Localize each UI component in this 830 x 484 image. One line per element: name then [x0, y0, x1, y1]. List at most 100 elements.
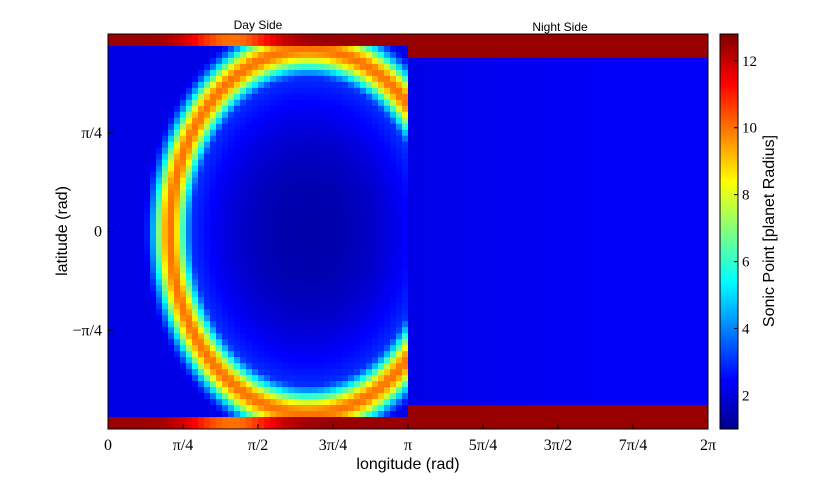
heatmap-cell: [240, 177, 247, 185]
heatmap-cell: [168, 327, 175, 334]
heatmap-cell: [420, 207, 427, 215]
heatmap-cell: [282, 261, 289, 268]
heatmap-cell: [588, 303, 595, 310]
heatmap-cell: [420, 34, 427, 41]
heatmap-cell: [150, 75, 157, 83]
heatmap-cell: [270, 159, 277, 167]
heatmap-cell: [234, 225, 241, 233]
heatmap-cell: [570, 147, 577, 155]
heatmap-cell: [372, 153, 379, 161]
heatmap-cell: [336, 237, 343, 245]
heatmap-cell: [306, 237, 313, 245]
heatmap-cell: [618, 219, 625, 227]
heatmap-cell: [222, 177, 229, 185]
heatmap-cell: [210, 315, 217, 322]
heatmap-cell: [504, 123, 511, 131]
heatmap-cell: [492, 291, 499, 298]
heatmap-cell: [360, 75, 367, 83]
heatmap-cell: [510, 45, 517, 53]
heatmap-cell: [252, 117, 259, 125]
heatmap-cell: [606, 279, 613, 286]
heatmap-cell: [270, 297, 277, 304]
heatmap-cell: [318, 315, 325, 322]
heatmap-cell: [282, 75, 289, 83]
heatmap-cell: [576, 117, 583, 125]
heatmap-cell: [168, 207, 175, 215]
heatmap-cell: [504, 219, 511, 227]
heatmap-cell: [612, 237, 619, 245]
heatmap-cell: [540, 123, 547, 131]
heatmap-cell: [558, 327, 565, 334]
heatmap-cell: [642, 34, 649, 41]
heatmap-cell: [426, 141, 433, 149]
heatmap-cell: [240, 321, 247, 328]
heatmap-cell: [546, 34, 553, 41]
heatmap-cell: [312, 129, 319, 137]
heatmap-cell: [564, 195, 571, 203]
heatmap-cell: [198, 201, 205, 209]
heatmap-cell: [642, 171, 649, 179]
heatmap-cell: [192, 135, 199, 143]
heatmap-cell: [108, 213, 115, 221]
heatmap-cell: [372, 237, 379, 245]
heatmap-cell: [264, 87, 271, 95]
heatmap-cell: [468, 327, 475, 334]
heatmap-cell: [378, 243, 385, 251]
heatmap-cell: [690, 285, 697, 292]
heatmap-cell: [414, 87, 421, 95]
heatmap-cell: [402, 213, 409, 221]
heatmap-cell: [222, 261, 229, 268]
heatmap-cell: [156, 93, 163, 101]
heatmap-cell: [636, 201, 643, 209]
heatmap-cell: [270, 303, 277, 310]
heatmap-cell: [390, 279, 397, 286]
heatmap-cell: [120, 159, 127, 167]
heatmap-cell: [552, 309, 559, 316]
heatmap-cell: [390, 285, 397, 292]
heatmap-cell: [642, 189, 649, 197]
heatmap-cell: [558, 201, 565, 209]
heatmap-cell: [384, 111, 391, 119]
heatmap-cell: [342, 63, 349, 71]
heatmap-cell: [156, 63, 163, 71]
heatmap-cell: [246, 255, 253, 263]
heatmap-cell: [636, 45, 643, 53]
heatmap-cell: [306, 141, 313, 149]
heatmap-cell: [138, 153, 145, 161]
heatmap-cell: [486, 225, 493, 233]
heatmap-cell: [144, 219, 151, 227]
heatmap-cell: [468, 171, 475, 179]
heatmap-cell: [192, 34, 199, 41]
heatmap-cell: [246, 189, 253, 197]
heatmap-cell: [120, 249, 127, 257]
heatmap-cell: [300, 195, 307, 203]
heatmap-cell: [480, 201, 487, 209]
heatmap-cell: [318, 153, 325, 161]
heatmap-cell: [402, 285, 409, 292]
heatmap-cell: [678, 261, 685, 268]
heatmap-cell: [366, 81, 373, 89]
heatmap-cell: [324, 207, 331, 215]
heatmap-cell: [318, 225, 325, 233]
heatmap-cell: [486, 267, 493, 274]
heatmap-cell: [252, 147, 259, 155]
heatmap-cell: [342, 75, 349, 83]
heatmap-cell: [522, 243, 529, 251]
heatmap-cell: [408, 327, 415, 334]
heatmap-cell: [240, 171, 247, 179]
heatmap-cell: [156, 51, 163, 59]
heatmap-cell: [702, 243, 708, 251]
heatmap-cell: [180, 93, 187, 101]
heatmap-cell: [342, 297, 349, 304]
heatmap-cell: [372, 105, 379, 113]
heatmap-cell: [510, 285, 517, 292]
heatmap-cell: [360, 177, 367, 185]
heatmap-cell: [132, 213, 139, 221]
heatmap-cell: [390, 123, 397, 131]
heatmap-cell: [126, 87, 133, 95]
heatmap-cell: [618, 279, 625, 286]
heatmap-cell: [450, 105, 457, 113]
heatmap-cell: [378, 219, 385, 227]
heatmap-cell: [306, 93, 313, 101]
heatmap-cell: [432, 213, 439, 221]
